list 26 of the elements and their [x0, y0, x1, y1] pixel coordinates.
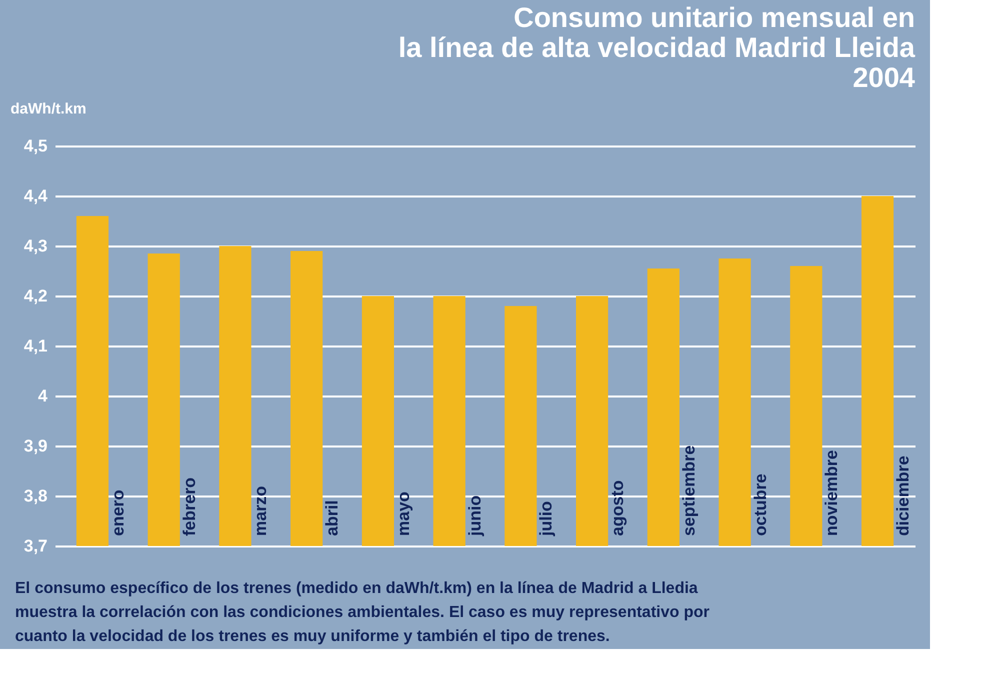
x-tick-label: julio: [536, 501, 556, 537]
x-tick-label: junio: [465, 495, 484, 537]
y-tick-label: 3,8: [24, 486, 48, 506]
y-tick-label: 4: [38, 386, 48, 406]
x-tick-label: febrero: [180, 477, 199, 536]
x-tick-label: mayo: [394, 492, 413, 536]
text: la línea de alta velocidad Madrid Lleida: [398, 32, 915, 63]
text: 2004: [852, 62, 915, 93]
y-tick-label: 4,5: [24, 136, 48, 156]
text: Consumo unitario mensual en: [514, 2, 915, 33]
y-tick-label: 4,3: [24, 236, 48, 256]
x-tick-label: enero: [108, 490, 128, 536]
y-tick-label: 4,1: [24, 336, 48, 356]
y-axis-title: daWh/t.km: [10, 100, 86, 118]
y-tick-label: 3,9: [24, 436, 48, 456]
x-tick-label: diciembre: [894, 456, 913, 536]
text: El consumo específico de los trenes (medido en daWh/t.km) en la línea de Madrid a Lledia muestra la correlación con las condiciones ambientales. El caso es muy representativo por cuanto la velocidad de los trenes es muy uniforme y también el tipo de trenes.: [15, 580, 710, 645]
x-tick-label: septiembre: [679, 445, 698, 536]
y-tick-label: 4,2: [24, 286, 48, 306]
x-tick-label: noviembre: [822, 450, 842, 536]
y-tick-label: 4,4: [24, 186, 48, 206]
y-tick-label: 3,7: [24, 536, 48, 556]
x-tick-label: abril: [322, 500, 342, 536]
x-tick-label: octubre: [750, 474, 770, 536]
x-tick-label: marzo: [251, 486, 270, 536]
x-tick-label: agosto: [608, 480, 628, 536]
